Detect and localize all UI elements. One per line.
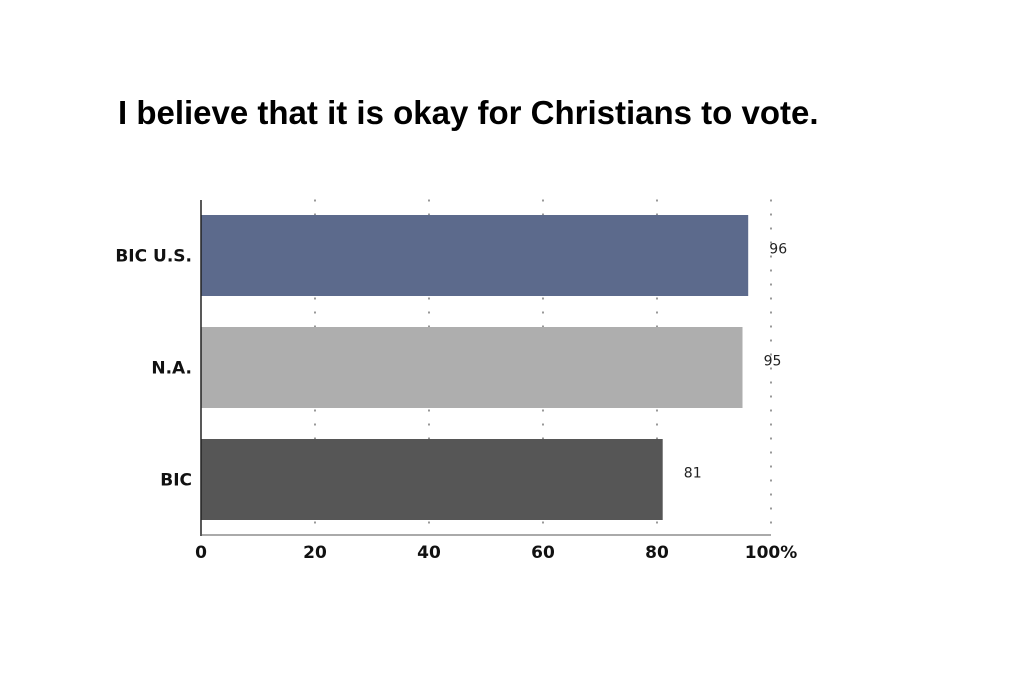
x-tick-label: 0: [195, 543, 207, 563]
value-label: 81: [684, 466, 702, 482]
category-label: BIC: [160, 471, 192, 491]
bar: [201, 327, 743, 408]
bar: [201, 215, 749, 296]
x-tick-label: 40: [417, 543, 441, 563]
value-label: 95: [764, 354, 782, 370]
chart-title: I believe that it is okay for Christians…: [118, 94, 819, 131]
x-tick-label: 60: [531, 543, 555, 563]
x-tick-label: 80: [645, 543, 669, 563]
x-tick-label: 100%: [745, 543, 798, 563]
bar: [201, 439, 663, 520]
x-tick-label: 20: [303, 543, 327, 563]
category-label: N.A.: [151, 359, 192, 379]
value-label: 96: [769, 242, 787, 258]
category-label: BIC U.S.: [115, 247, 192, 267]
